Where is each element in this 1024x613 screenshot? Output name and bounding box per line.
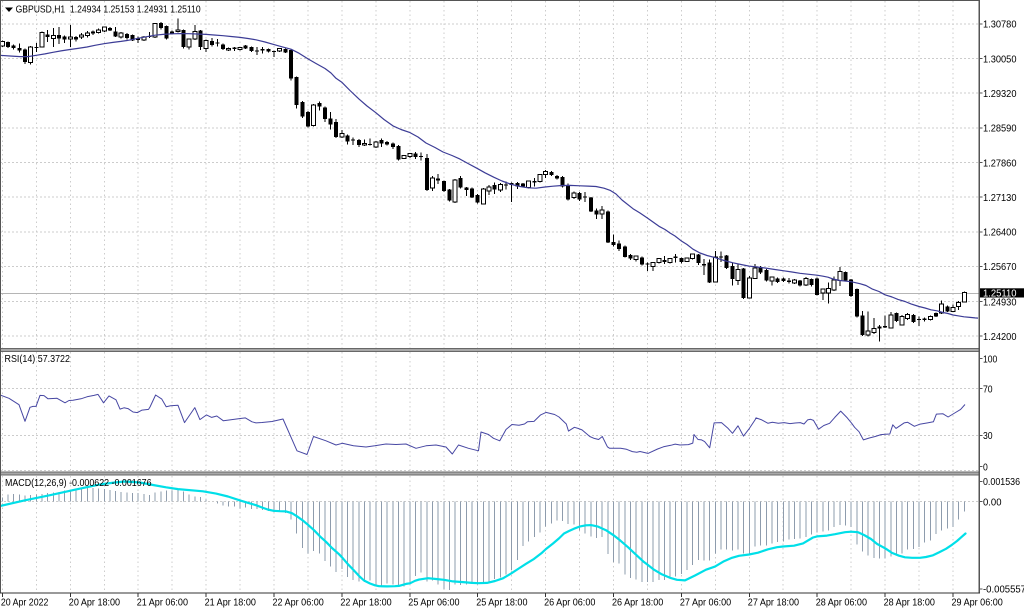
- svg-text:21 Apr 18:00: 21 Apr 18:00: [205, 597, 256, 609]
- svg-text:0.001536: 0.001536: [983, 476, 1020, 488]
- svg-text:26 Apr 18:00: 26 Apr 18:00: [612, 597, 663, 609]
- svg-text:26 Apr 06:00: 26 Apr 06:00: [544, 597, 595, 609]
- svg-text:20 Apr 2022: 20 Apr 2022: [1, 597, 49, 609]
- svg-text:100: 100: [983, 353, 997, 365]
- svg-text:25 Apr 18:00: 25 Apr 18:00: [476, 597, 527, 609]
- svg-text:21 Apr 06:00: 21 Apr 06:00: [137, 597, 188, 609]
- svg-text:28 Apr 06:00: 28 Apr 06:00: [816, 597, 867, 609]
- svg-text:0.00: 0.00: [983, 496, 1002, 508]
- svg-text:1.24200: 1.24200: [983, 331, 1017, 343]
- svg-text:22 Apr 06:00: 22 Apr 06:00: [273, 597, 324, 609]
- svg-text:25 Apr 06:00: 25 Apr 06:00: [408, 597, 459, 609]
- svg-text:1.30050: 1.30050: [983, 53, 1017, 65]
- svg-text:30: 30: [983, 430, 993, 442]
- svg-text:1.29320: 1.29320: [983, 88, 1017, 100]
- svg-text:20 Apr 18:00: 20 Apr 18:00: [69, 597, 120, 609]
- svg-text:1.25670: 1.25670: [983, 261, 1017, 273]
- svg-text:GBPUSD,H1 1.24934 1.25153 1.2: GBPUSD,H1 1.24934 1.25153 1.24931 1.2511…: [16, 4, 201, 16]
- svg-text:MACD(12,26,9) -0.000622 -0.001: MACD(12,26,9) -0.000622 -0.001676: [5, 477, 152, 489]
- svg-text:1.30780: 1.30780: [983, 19, 1017, 31]
- svg-text:0: 0: [983, 461, 988, 473]
- svg-text:-0.005557: -0.005557: [983, 584, 1024, 596]
- svg-text:70: 70: [983, 383, 993, 395]
- svg-text:29 Apr 06:00: 29 Apr 06:00: [952, 597, 1003, 609]
- svg-text:1.25110: 1.25110: [983, 287, 1017, 299]
- svg-text:1.27860: 1.27860: [983, 157, 1017, 169]
- svg-text:1.28590: 1.28590: [983, 123, 1017, 135]
- svg-text:27 Apr 18:00: 27 Apr 18:00: [748, 597, 799, 609]
- svg-text:28 Apr 18:00: 28 Apr 18:00: [884, 597, 935, 609]
- svg-text:27 Apr 06:00: 27 Apr 06:00: [680, 597, 731, 609]
- svg-text:1.26400: 1.26400: [983, 227, 1017, 239]
- svg-text:22 Apr 18:00: 22 Apr 18:00: [340, 597, 391, 609]
- svg-text:1.27130: 1.27130: [983, 192, 1017, 204]
- svg-text:1.24930: 1.24930: [983, 296, 1017, 308]
- svg-text:RSI(14) 57.3722: RSI(14) 57.3722: [5, 353, 71, 365]
